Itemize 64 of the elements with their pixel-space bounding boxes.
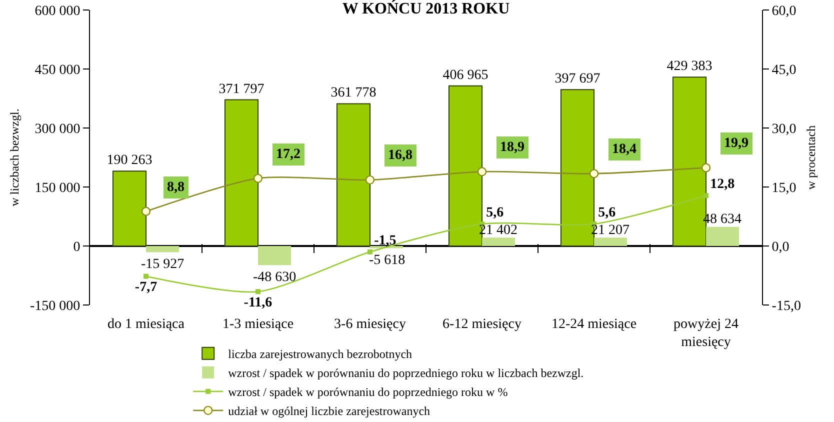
data-label: 18,4 <box>612 142 636 157</box>
y-tick-label: 600 000 <box>34 4 80 19</box>
data-label: 5,6 <box>598 205 616 220</box>
point <box>144 274 148 279</box>
chart-title: W KOŃCU 2013 ROKU <box>342 0 510 18</box>
y-tick-label: 0 <box>73 240 80 255</box>
bar <box>482 238 516 246</box>
y2-tick-label: 60,0 <box>772 4 796 19</box>
y-tick-label: 300 000 <box>34 122 80 137</box>
data-label: 18,9 <box>500 140 524 155</box>
y2-axis-title: w procentach <box>804 125 818 190</box>
point <box>701 163 711 172</box>
point <box>256 289 260 294</box>
bar <box>146 246 180 252</box>
point <box>589 169 599 178</box>
y2-tick-label: 30,0 <box>772 122 796 137</box>
x-tick-label: 12-24 miesiące <box>551 317 637 332</box>
bar <box>706 226 740 246</box>
y2-tick-label: 15,0 <box>772 180 796 196</box>
point <box>704 193 708 198</box>
legend-label: udział w ogólnej liczbie zarejestrowanych <box>228 404 430 418</box>
data-label: 19,9 <box>724 136 748 151</box>
data-label: -15 927 <box>141 257 184 272</box>
data-label: 361 778 <box>330 86 376 101</box>
data-label: 406 965 <box>442 68 488 83</box>
x-tick-label: powyżej 24 miesięcy <box>674 317 738 350</box>
data-label: -7,7 <box>134 280 158 295</box>
data-label: 8,8 <box>167 180 184 195</box>
data-label: 371 797 <box>218 82 264 97</box>
y2-tick-label: 45,0 <box>772 62 796 78</box>
legend-label: wzrost / spadek w porównaniu do poprzedniego roku w liczbach bezwzgl. <box>228 366 584 380</box>
bar <box>112 170 146 246</box>
y2-tick-label: 0,0 <box>772 240 790 255</box>
data-label: -11,6 <box>244 295 272 310</box>
bar <box>594 238 628 246</box>
data-label: 16,8 <box>388 148 412 163</box>
bar <box>258 246 292 266</box>
data-label: 17,2 <box>276 147 300 162</box>
y-axis-title: w liczbach bezwzgl. <box>7 108 22 206</box>
point <box>365 175 375 185</box>
y-tick-label: 150 000 <box>34 180 80 196</box>
data-label: -1,5 <box>374 233 396 248</box>
legend-label: liczba zarejestrowanych bezrobotnych <box>228 347 412 362</box>
data-label: -48 630 <box>253 270 296 285</box>
point <box>253 174 263 183</box>
y-tick-label: 450 000 <box>34 62 80 78</box>
x-tick-label: 6-12 miesięcy <box>442 317 522 332</box>
data-label: -5 618 <box>369 253 406 268</box>
data-label: 5,6 <box>486 205 504 220</box>
data-label: 429 383 <box>666 59 712 74</box>
bar <box>224 99 258 246</box>
data-label: 190 263 <box>106 153 152 168</box>
x-tick-label: 1-3 miesiące <box>222 317 294 332</box>
point <box>141 206 151 216</box>
x-tick-label: 3-6 miesięcy <box>334 317 406 332</box>
x-tick-label: do 1 miesiąca <box>108 317 186 332</box>
y-tick-label: -150 000 <box>30 298 80 314</box>
legend-label: wzrost / spadek w porównaniu do poprzedniego roku w % <box>228 385 508 400</box>
point <box>368 249 372 254</box>
y2-tick-label: -15,0 <box>772 298 801 314</box>
data-label: 12,8 <box>710 177 735 192</box>
data-label: 397 697 <box>554 72 600 87</box>
bar <box>336 103 370 246</box>
point <box>477 167 487 176</box>
